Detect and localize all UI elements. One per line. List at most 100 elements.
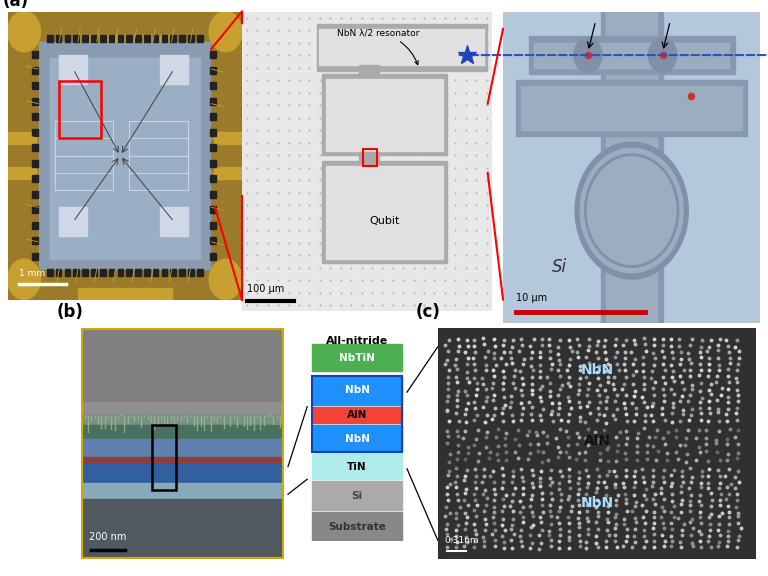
Bar bbox=[59, 81, 101, 138]
Bar bbox=[47, 270, 53, 276]
Text: (a): (a) bbox=[3, 0, 29, 10]
Bar bbox=[170, 270, 176, 276]
Bar bbox=[210, 160, 216, 166]
Bar bbox=[32, 222, 38, 229]
Bar bbox=[109, 270, 114, 276]
Text: Si: Si bbox=[352, 491, 362, 501]
Text: 0.31nm: 0.31nm bbox=[444, 536, 478, 544]
Bar bbox=[210, 253, 216, 260]
Circle shape bbox=[209, 12, 242, 52]
Circle shape bbox=[8, 12, 41, 52]
Bar bbox=[47, 35, 53, 42]
Bar bbox=[100, 35, 105, 42]
Bar bbox=[8, 132, 36, 144]
Bar bbox=[516, 80, 747, 136]
Text: TiN: TiN bbox=[347, 462, 367, 472]
Bar bbox=[32, 51, 38, 58]
Bar bbox=[160, 207, 188, 236]
Bar bbox=[313, 376, 402, 452]
Bar bbox=[32, 98, 38, 105]
Bar bbox=[326, 166, 443, 259]
Text: AlN: AlN bbox=[347, 410, 367, 420]
Bar bbox=[74, 270, 79, 276]
Bar bbox=[153, 270, 158, 276]
Text: AlN: AlN bbox=[584, 434, 611, 448]
Bar bbox=[210, 206, 216, 213]
Circle shape bbox=[574, 38, 602, 72]
Circle shape bbox=[8, 259, 41, 300]
Text: Qubit: Qubit bbox=[369, 216, 399, 226]
Text: Substrate: Substrate bbox=[328, 522, 386, 532]
Bar bbox=[363, 149, 377, 166]
Bar bbox=[313, 454, 402, 479]
Text: NbN: NbN bbox=[345, 385, 369, 395]
Bar bbox=[32, 191, 38, 198]
Bar bbox=[534, 43, 730, 67]
Text: Si: Si bbox=[552, 257, 568, 275]
Text: NbN: NbN bbox=[345, 434, 369, 444]
Bar bbox=[81, 499, 284, 559]
Bar bbox=[210, 67, 216, 74]
Bar bbox=[81, 402, 284, 414]
Bar bbox=[32, 160, 38, 166]
Bar bbox=[210, 98, 216, 105]
Bar bbox=[81, 414, 284, 425]
Bar bbox=[127, 270, 132, 276]
Bar bbox=[210, 82, 216, 89]
Circle shape bbox=[580, 149, 684, 273]
Bar bbox=[32, 253, 38, 260]
Bar bbox=[59, 55, 88, 84]
Text: 1 mm: 1 mm bbox=[19, 270, 45, 278]
Bar bbox=[59, 207, 88, 236]
Text: 200 nm: 200 nm bbox=[89, 532, 126, 542]
Bar bbox=[135, 270, 141, 276]
Bar bbox=[210, 191, 216, 198]
Bar bbox=[81, 457, 284, 464]
Bar bbox=[81, 483, 284, 499]
Bar bbox=[8, 167, 36, 179]
Text: NbN: NbN bbox=[581, 497, 614, 510]
Bar bbox=[152, 425, 177, 490]
Bar bbox=[100, 270, 105, 276]
Text: NbN: NbN bbox=[581, 363, 614, 377]
Bar bbox=[313, 376, 402, 404]
Bar bbox=[109, 35, 114, 42]
Bar bbox=[197, 270, 203, 276]
Bar bbox=[91, 35, 97, 42]
Bar bbox=[82, 35, 88, 42]
Bar bbox=[78, 288, 171, 300]
Bar bbox=[322, 74, 446, 156]
Bar bbox=[144, 35, 150, 42]
Bar bbox=[214, 167, 242, 179]
Bar bbox=[528, 36, 734, 74]
Circle shape bbox=[648, 38, 677, 72]
Text: 10 μm: 10 μm bbox=[516, 293, 547, 303]
Text: NbTiN: NbTiN bbox=[339, 353, 375, 363]
Bar bbox=[601, 12, 663, 323]
Bar bbox=[214, 132, 242, 144]
Bar bbox=[210, 237, 216, 244]
Bar bbox=[359, 66, 379, 77]
Bar bbox=[316, 24, 487, 71]
Circle shape bbox=[209, 259, 242, 300]
Bar bbox=[118, 270, 123, 276]
Bar bbox=[32, 206, 38, 213]
Bar bbox=[210, 113, 216, 120]
Bar bbox=[160, 55, 188, 84]
Bar bbox=[319, 29, 484, 66]
Bar bbox=[521, 86, 743, 130]
Bar bbox=[210, 145, 216, 151]
Bar bbox=[81, 425, 284, 439]
Bar bbox=[170, 35, 176, 42]
Bar bbox=[210, 175, 216, 182]
Bar bbox=[313, 407, 402, 423]
Bar bbox=[313, 482, 402, 510]
Bar bbox=[65, 35, 71, 42]
Bar bbox=[74, 35, 79, 42]
Circle shape bbox=[575, 142, 688, 279]
Bar bbox=[78, 35, 171, 46]
Bar bbox=[359, 152, 379, 164]
Bar bbox=[322, 161, 446, 263]
Bar bbox=[91, 270, 97, 276]
Bar bbox=[32, 67, 38, 74]
